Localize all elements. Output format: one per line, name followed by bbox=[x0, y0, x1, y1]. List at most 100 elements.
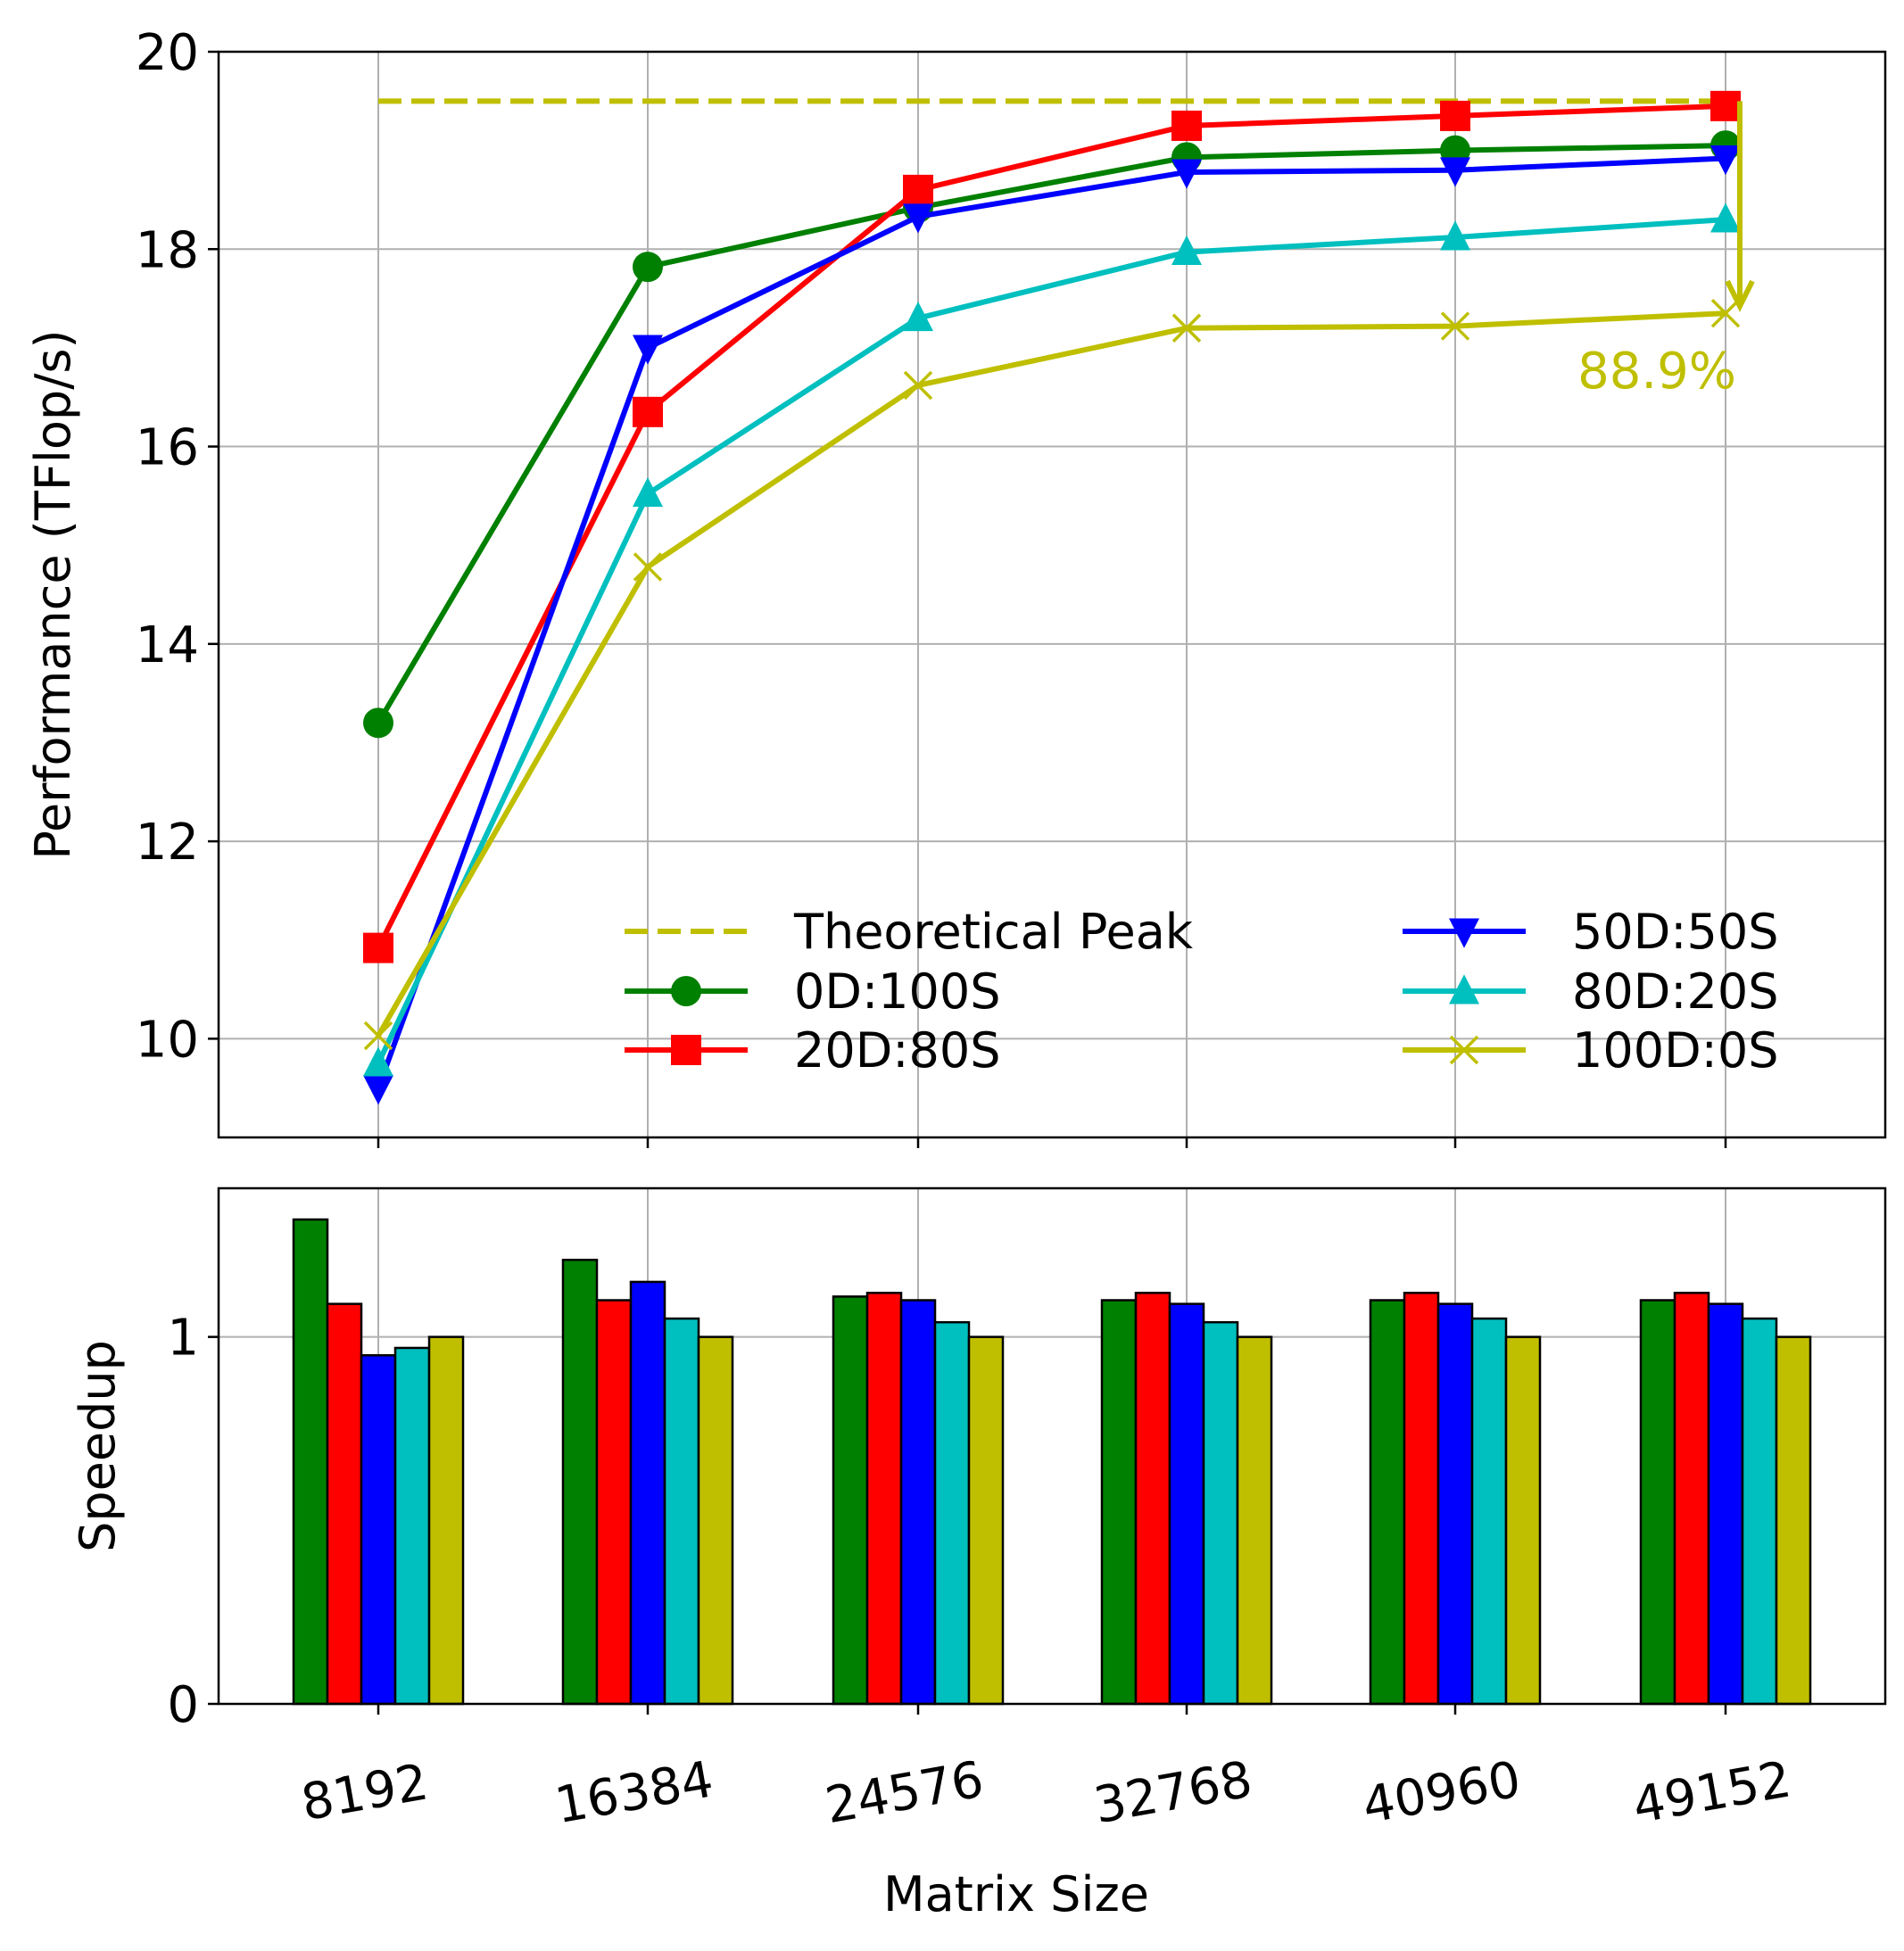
series-50d-50s bbox=[363, 145, 1741, 1105]
legend-label: 100D:0S bbox=[1572, 1022, 1778, 1079]
bar bbox=[697, 1335, 734, 1706]
series-line bbox=[376, 217, 1726, 1065]
y-tick-label: 0 bbox=[167, 1676, 199, 1734]
legend-label: Theoretical Peak bbox=[793, 904, 1194, 960]
y-tick-label: 20 bbox=[136, 24, 199, 82]
legend-label: 20D:80S bbox=[794, 1022, 1000, 1079]
data-point bbox=[1440, 157, 1470, 187]
data-point bbox=[1710, 90, 1741, 121]
legend-item-100d-0s: 100D:0S bbox=[1403, 1022, 1778, 1079]
bar bbox=[1504, 1335, 1542, 1706]
data-point bbox=[633, 552, 663, 582]
data-point bbox=[1171, 110, 1202, 141]
bar bbox=[1202, 1320, 1239, 1706]
series-80d-20s bbox=[363, 203, 1741, 1077]
data-point bbox=[903, 174, 933, 205]
legend-label: 0D:100S bbox=[794, 963, 1000, 1020]
data-point bbox=[363, 932, 393, 963]
bar bbox=[1403, 1292, 1440, 1706]
legend-marker bbox=[671, 1035, 701, 1065]
bar bbox=[663, 1317, 700, 1706]
bar bbox=[865, 1292, 903, 1706]
bar-series-20d-80s bbox=[326, 1292, 1710, 1706]
matrix-size-x-axis-label: Matrix Size bbox=[883, 1866, 1149, 1922]
data-point bbox=[1710, 203, 1741, 233]
y-tick-label: 1 bbox=[167, 1310, 199, 1368]
bar bbox=[561, 1259, 599, 1706]
data-point bbox=[363, 707, 393, 739]
bar bbox=[1707, 1302, 1744, 1706]
data-point bbox=[1440, 220, 1470, 251]
data-point bbox=[1440, 100, 1470, 131]
data-point bbox=[633, 335, 663, 365]
bar bbox=[360, 1353, 397, 1706]
data-point bbox=[1710, 298, 1741, 328]
bar bbox=[1470, 1317, 1508, 1706]
legend-marker bbox=[1449, 1035, 1479, 1065]
bar bbox=[1775, 1335, 1812, 1706]
legend-marker bbox=[1449, 918, 1479, 948]
bar bbox=[1236, 1335, 1273, 1706]
legend-label: 80D:20S bbox=[1572, 963, 1778, 1020]
bar bbox=[1369, 1299, 1406, 1706]
performance-y-ticks: 10 12 14 16 18 20 bbox=[136, 24, 219, 1069]
data-point bbox=[633, 476, 663, 508]
legend-label: 50D:50S bbox=[1572, 904, 1778, 960]
bar bbox=[326, 1302, 363, 1706]
data-point bbox=[633, 252, 663, 283]
legend-item-20d-80s: 20D:80S bbox=[625, 1022, 1000, 1079]
data-point bbox=[1171, 159, 1202, 189]
legend-item-80d-20s: 80D:20S bbox=[1403, 963, 1778, 1020]
performance-x-ticks bbox=[377, 1137, 1727, 1148]
series-line bbox=[376, 143, 1726, 724]
y-tick-label: 16 bbox=[136, 419, 199, 477]
bar bbox=[899, 1299, 937, 1706]
bar bbox=[1673, 1292, 1710, 1706]
y-tick-label: 10 bbox=[136, 1011, 199, 1069]
bar bbox=[595, 1299, 633, 1706]
y-tick-label: 12 bbox=[136, 814, 199, 872]
data-point bbox=[363, 1021, 393, 1051]
speedup-axes-frame bbox=[217, 1186, 1887, 1706]
bar bbox=[832, 1295, 869, 1706]
bar bbox=[967, 1335, 1005, 1706]
series-20d-80s bbox=[363, 90, 1741, 963]
speedup-y-axis-label: Speedup bbox=[70, 1340, 126, 1552]
legend-item-0d-100s: 0D:100S bbox=[625, 963, 1000, 1020]
bar bbox=[1100, 1299, 1138, 1706]
data-point bbox=[903, 302, 933, 332]
bar bbox=[1134, 1292, 1171, 1706]
performance-axes-frame bbox=[217, 50, 1887, 1139]
bar bbox=[393, 1346, 431, 1706]
bar bbox=[629, 1280, 666, 1706]
y-tick-label: 18 bbox=[136, 221, 199, 279]
y-tick-label: 14 bbox=[136, 616, 199, 674]
legend-item-50d-50s: 50D:50S bbox=[1403, 904, 1778, 960]
bar bbox=[292, 1218, 329, 1706]
series-100d-0s bbox=[363, 298, 1741, 1051]
data-point bbox=[363, 1046, 393, 1077]
legend-marker bbox=[671, 976, 701, 1006]
bar bbox=[1436, 1302, 1474, 1706]
data-point bbox=[1171, 313, 1202, 343]
data-point bbox=[363, 1075, 393, 1105]
performance-series bbox=[363, 90, 1741, 1105]
data-point bbox=[903, 203, 933, 234]
data-point bbox=[1710, 145, 1741, 176]
speedup-y-ticks: 01 bbox=[167, 1310, 219, 1734]
series-line bbox=[376, 103, 1726, 949]
series-line bbox=[376, 155, 1726, 1089]
peak-drop-annotation: 88.9% bbox=[1577, 101, 1755, 401]
bar-series-100d-0s bbox=[427, 1335, 1812, 1706]
data-point bbox=[903, 370, 933, 401]
bar bbox=[933, 1320, 971, 1706]
legend-item-theoretical-peak: Theoretical Peak bbox=[625, 904, 1194, 960]
series-line bbox=[376, 310, 1726, 1038]
bar bbox=[1168, 1302, 1205, 1706]
bar bbox=[1741, 1317, 1778, 1706]
annotation-arrow-head bbox=[1725, 279, 1755, 312]
bar bbox=[427, 1335, 465, 1706]
annotation-label: 88.9% bbox=[1577, 343, 1736, 401]
